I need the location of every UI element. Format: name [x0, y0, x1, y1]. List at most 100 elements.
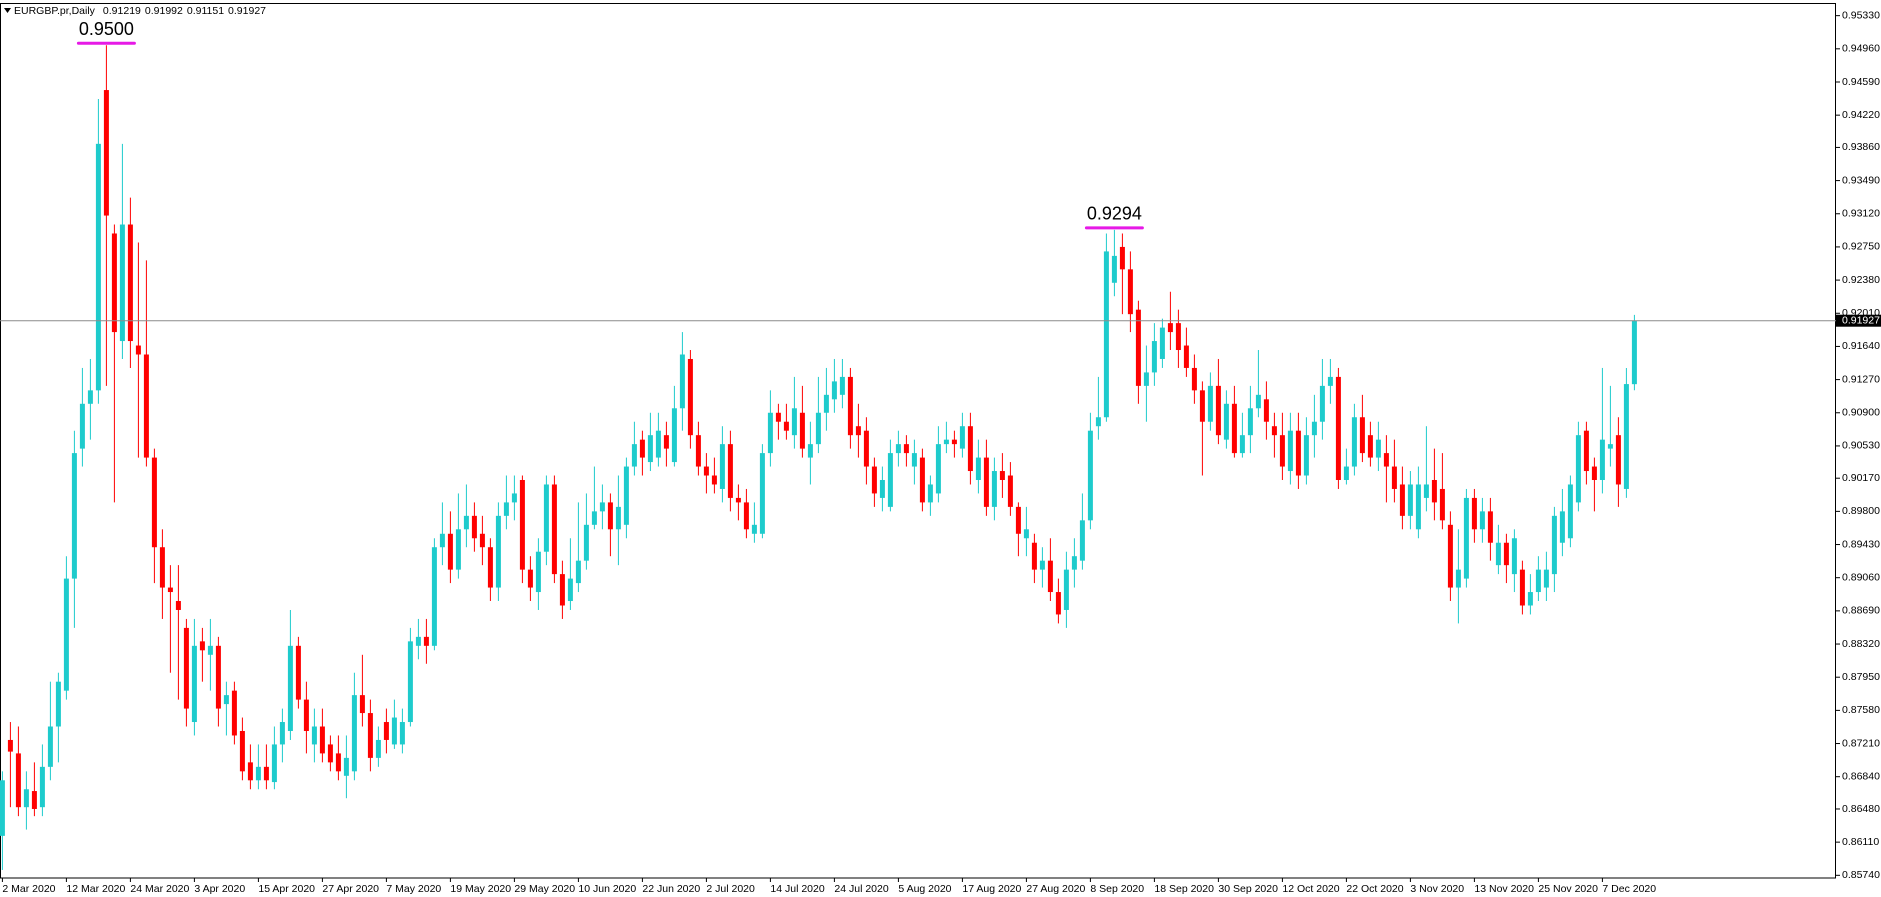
candle-body — [1535, 569, 1541, 593]
candle-body — [543, 484, 549, 552]
candle-body — [111, 233, 117, 333]
candle-body — [991, 471, 997, 507]
candle-body — [1631, 320, 1637, 385]
candle-body — [1039, 560, 1045, 570]
candle-body — [1103, 251, 1109, 418]
candle-body — [399, 722, 405, 745]
candle-body — [247, 762, 253, 781]
candle-body — [1111, 255, 1117, 283]
candle-body — [527, 569, 533, 588]
candle-body — [1047, 560, 1053, 593]
x-tick-label: 7 May 2020 — [386, 883, 441, 895]
candle-body — [159, 547, 165, 588]
candle-body — [975, 457, 981, 480]
candle-body — [31, 791, 37, 809]
candle-body — [359, 695, 365, 714]
candle-body — [1319, 385, 1325, 422]
candle-body — [943, 439, 949, 445]
candle-body — [1607, 444, 1613, 449]
chart-header: EURGBP.pr,Daily 0.91219 0.91992 0.91151 0.91… — [14, 5, 266, 17]
candle-body — [655, 430, 661, 458]
candle-body — [927, 484, 933, 503]
candle-body — [703, 466, 709, 476]
candle-body — [1135, 309, 1141, 386]
y-tick-label: 0.86110 — [1842, 836, 1879, 848]
candle-body — [215, 645, 221, 709]
symbol-menu-arrow[interactable] — [4, 8, 11, 13]
candle-body — [951, 439, 957, 445]
candle-body — [639, 439, 645, 458]
candle-body — [167, 587, 173, 593]
candle-body — [871, 466, 877, 494]
candle-body — [1119, 246, 1125, 270]
candle-body — [1303, 435, 1309, 476]
candle-body — [439, 533, 445, 548]
candle-body — [1519, 569, 1525, 606]
candle-body — [775, 412, 781, 422]
candle-body — [1495, 542, 1501, 566]
candle-body — [23, 789, 29, 808]
candle-body — [839, 376, 845, 395]
candle-body — [1143, 372, 1149, 386]
candle-body — [87, 390, 93, 404]
candle-body — [263, 766, 269, 781]
candle-body — [1583, 430, 1589, 472]
y-tick-label: 0.88320 — [1842, 638, 1880, 650]
y-tick-label: 0.92750 — [1842, 241, 1880, 253]
candle-body — [535, 551, 541, 593]
candle-body — [799, 412, 805, 449]
candle-body — [1503, 542, 1509, 566]
y-tick-label: 0.90170 — [1842, 472, 1880, 484]
candle-body — [615, 506, 621, 530]
y-tick-label: 0.88690 — [1842, 605, 1880, 617]
candle-body — [1031, 542, 1037, 570]
candle-body — [231, 690, 237, 736]
y-tick-label: 0.87950 — [1842, 671, 1880, 683]
candle-body — [767, 412, 773, 454]
candle-body — [711, 475, 717, 485]
candle-body — [255, 766, 261, 781]
candle-body — [1055, 592, 1061, 615]
candle-body — [1455, 569, 1461, 588]
candle-body — [1063, 569, 1069, 610]
x-tick-label: 13 Nov 2020 — [1474, 883, 1534, 895]
candle-body — [1199, 390, 1205, 422]
candle-body — [903, 444, 909, 454]
candle-body — [47, 726, 53, 767]
candle-body — [783, 421, 789, 431]
candle-body — [1575, 435, 1581, 503]
y-tick-label: 0.90900 — [1842, 407, 1880, 419]
candle-body — [1471, 497, 1477, 530]
candle-body — [271, 744, 277, 783]
candle-body — [647, 435, 653, 463]
candle-body — [855, 426, 861, 436]
candle-body — [719, 444, 725, 489]
header-open: 0.91219 — [103, 5, 141, 17]
candle-body — [151, 457, 157, 548]
x-tick-label: 2 Mar 2020 — [2, 883, 55, 895]
annotation-label: 0.9294 — [1087, 204, 1142, 224]
candle-body — [143, 354, 149, 458]
candle-body — [1407, 484, 1413, 516]
candle-body — [127, 224, 133, 342]
candle-body — [431, 547, 437, 646]
candle-body — [983, 457, 989, 507]
y-tick-label: 0.87210 — [1842, 737, 1880, 749]
candle-body — [1023, 529, 1029, 539]
candle-body — [1095, 417, 1101, 427]
candle-body — [1391, 466, 1397, 489]
candle-body — [207, 645, 213, 655]
candle-body — [407, 641, 413, 723]
x-tick-label: 22 Jun 2020 — [642, 883, 700, 895]
candle-body — [1239, 435, 1245, 454]
candle-body — [1079, 520, 1085, 561]
y-tick-label: 0.86840 — [1842, 770, 1880, 782]
candle-body — [551, 484, 557, 575]
x-tick-label: 19 May 2020 — [450, 883, 511, 895]
candle-body — [879, 479, 885, 498]
candle-body — [223, 695, 229, 705]
candle-body — [1591, 466, 1597, 480]
candle-body — [1007, 475, 1013, 507]
y-tick-label: 0.93120 — [1842, 208, 1880, 220]
